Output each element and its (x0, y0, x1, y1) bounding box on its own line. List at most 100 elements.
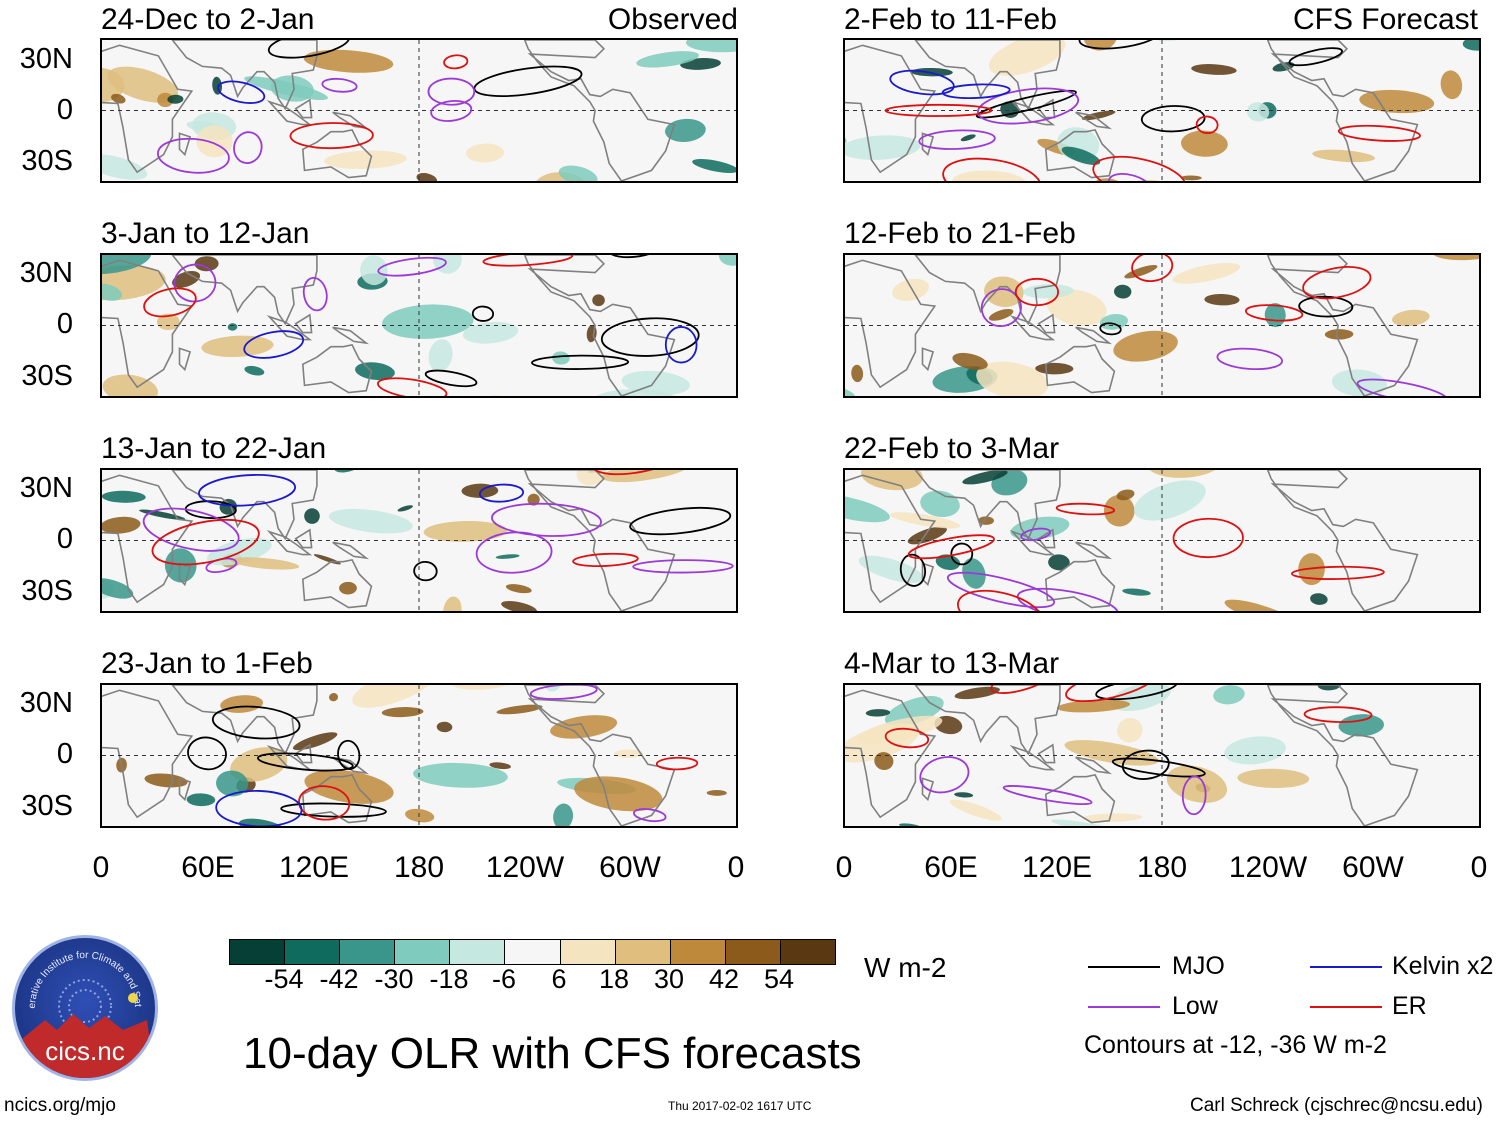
er-contour (1014, 277, 1060, 307)
legend-er-label: ER (1392, 992, 1427, 1020)
mjo-contour (211, 705, 301, 740)
coastline (266, 314, 313, 341)
logo-graphic: Cooperative Institute for Climate and Sa… (15, 938, 155, 1078)
olr-anomaly-blob (954, 792, 974, 798)
cics-logo: Cooperative Institute for Climate and Sa… (12, 935, 158, 1081)
lon-label-0: 0 (92, 851, 110, 884)
olr-anomaly-blob (329, 693, 339, 702)
olr-anomaly-blob (1324, 329, 1354, 340)
er-contour (1302, 266, 1372, 300)
lon-label-120w: 120W (1228, 851, 1308, 884)
olr-anomaly-blob (450, 685, 525, 690)
olr-anomaly-blob (860, 470, 923, 491)
coastline (332, 111, 370, 130)
olr-anomaly-blob (244, 365, 265, 376)
mjo-contour (337, 739, 361, 770)
olr-anomaly-blob (144, 773, 188, 788)
logo-ring-text: Cooperative Institute for Climate and Sa… (15, 938, 143, 1009)
er-contour (1244, 304, 1304, 322)
olr-anomaly-blob (1440, 70, 1463, 100)
olr-anomaly-blob (845, 135, 921, 160)
olr-anomaly-blob (1064, 740, 1159, 766)
mjo-contour (1111, 757, 1206, 778)
olr-anomaly-blob (328, 508, 413, 534)
legend-kelvin-line (1310, 966, 1382, 968)
er-contour (1303, 706, 1373, 723)
olr-anomaly-blob (462, 321, 519, 344)
olr-anomaly-blob (1061, 146, 1101, 165)
colorbar-tick-label: 30 (653, 964, 685, 994)
lon-label-0: 0 (727, 851, 745, 884)
low-contour (1020, 527, 1052, 542)
olr-anomaly-blob (592, 294, 605, 307)
low-contour (157, 137, 230, 174)
mjo-contour (413, 560, 438, 582)
coastline (523, 255, 676, 396)
mjo-contour (280, 802, 387, 818)
olr-anomaly-blob (1116, 489, 1135, 501)
mjo-contour (629, 506, 732, 536)
olr-anomaly-blob (324, 150, 407, 169)
olr-anomaly-blob (270, 75, 314, 102)
olr-anomaly-blob (360, 255, 388, 286)
olr-anomaly-blob (219, 498, 237, 515)
olr-anomaly-blob (552, 351, 570, 365)
legend-mjo-line (1088, 966, 1160, 968)
main-title: 10-day OLR with CFS forecasts (243, 1029, 862, 1078)
olr-anomaly-blob (1191, 64, 1237, 75)
olr-anomaly-blob (718, 255, 736, 266)
colorbar-swatch (560, 940, 616, 964)
olr-map-svg (845, 470, 1479, 611)
lat-label-30n: 30N (19, 687, 73, 719)
legend-mjo-label: MJO (1172, 952, 1225, 980)
olr-anomaly-blob (397, 505, 413, 512)
mjo-contour (950, 542, 974, 566)
olr-anomaly-blob (436, 721, 453, 733)
lon-label-120w: 120W (485, 851, 565, 884)
coastline (294, 98, 313, 119)
olr-anomaly-blob (102, 578, 134, 599)
low-contour (529, 685, 598, 700)
kelvin-contour (243, 330, 305, 359)
mjo-contour (424, 369, 478, 388)
kelvin-contour (478, 483, 525, 503)
website-link[interactable]: ncics.org/mjo (4, 1095, 116, 1116)
olr-anomaly-blob (1310, 593, 1328, 605)
olr-anomaly-blob (102, 516, 141, 534)
er-contour (884, 103, 993, 117)
coastline (294, 528, 313, 549)
coastline (1044, 558, 1116, 609)
olr-map-svg (845, 40, 1479, 181)
coastline (845, 259, 937, 389)
olr-anomaly-blob (1035, 362, 1074, 375)
low-contour (918, 129, 996, 150)
olr-map-svg (102, 685, 736, 826)
panel-title-4: 23-Jan to 1-Feb (101, 647, 313, 680)
olr-anomaly-blob (527, 493, 540, 506)
olr-anomaly-blob (692, 159, 736, 173)
coastline (1044, 343, 1116, 394)
olr-anomaly-blob (1331, 369, 1387, 396)
olr-anomaly-blob (907, 526, 947, 545)
olr-anomaly-blob (164, 548, 197, 583)
colorbar-tick-label: 54 (763, 964, 795, 994)
olr-anomaly-blob (1133, 480, 1206, 521)
er-contour (884, 727, 930, 749)
coastline (914, 40, 1061, 111)
olr-anomaly-blob (167, 94, 184, 104)
coastline (1075, 326, 1113, 345)
lat-label-30n: 30N (19, 43, 73, 75)
er-contour (376, 377, 448, 396)
panel-title-5: 2-Feb to 11-Feb (844, 3, 1057, 36)
coastline (1037, 313, 1056, 334)
panel-title-2: 3-Jan to 12-Jan (101, 217, 310, 250)
lat-label-30s: 30S (21, 790, 73, 822)
panel-title-6: 12-Feb to 21-Feb (844, 217, 1076, 250)
mjo-contour (1121, 749, 1170, 780)
low-contour (302, 276, 328, 312)
colorbar-tick-label: 42 (708, 964, 740, 994)
coastline (1009, 744, 1056, 771)
coastline (1075, 541, 1113, 560)
olr-anomaly-blob (303, 49, 394, 73)
author-credit: Carl Schreck (cjschrec@ncsu.edu) (1190, 1095, 1483, 1116)
